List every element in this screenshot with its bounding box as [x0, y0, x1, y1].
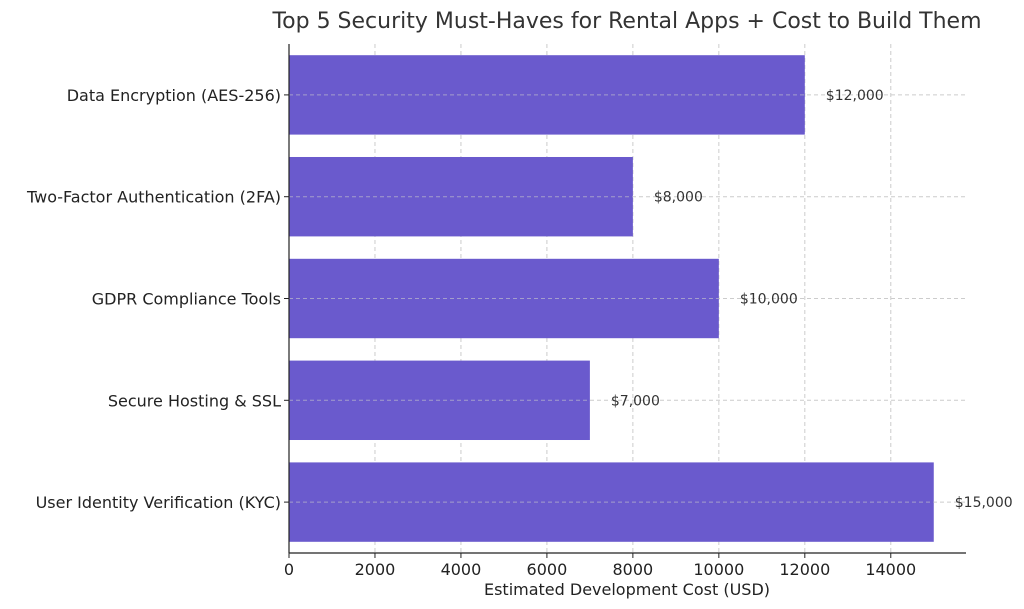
data-label: $12,000 [826, 88, 884, 104]
category-label: Data Encryption (AES-256) [67, 86, 281, 105]
x-tick-label: 12000 [779, 560, 830, 579]
x-tick-layer: 0 2000 4000 6000 8000 10000 12000 14000 [284, 553, 916, 579]
category-label: Two-Factor Authentication (2FA) [26, 188, 281, 207]
x-tick-label: 4000 [441, 560, 482, 579]
category-label: GDPR Compliance Tools [92, 290, 281, 309]
category-label: User Identity Verification (KYC) [36, 493, 281, 512]
x-tick-label: 10000 [693, 560, 744, 579]
x-axis-label: Estimated Development Cost (USD) [484, 580, 770, 599]
chart-title: Top 5 Security Must-Haves for Rental App… [271, 9, 981, 34]
label-layer: Data Encryption (AES-256) $12,000 Two-Fact… [26, 86, 1013, 512]
x-tick-label: 8000 [613, 560, 654, 579]
category-label: Secure Hosting & SSL [108, 391, 281, 410]
x-tick-label: 0 [284, 560, 294, 579]
data-label: $10,000 [740, 292, 798, 308]
data-label: $7,000 [611, 393, 660, 409]
x-tick-label: 6000 [527, 560, 568, 579]
data-label: $8,000 [654, 190, 703, 206]
x-tick-label: 14000 [865, 560, 916, 579]
x-tick-label: 2000 [355, 560, 396, 579]
data-label: $15,000 [955, 495, 1013, 511]
